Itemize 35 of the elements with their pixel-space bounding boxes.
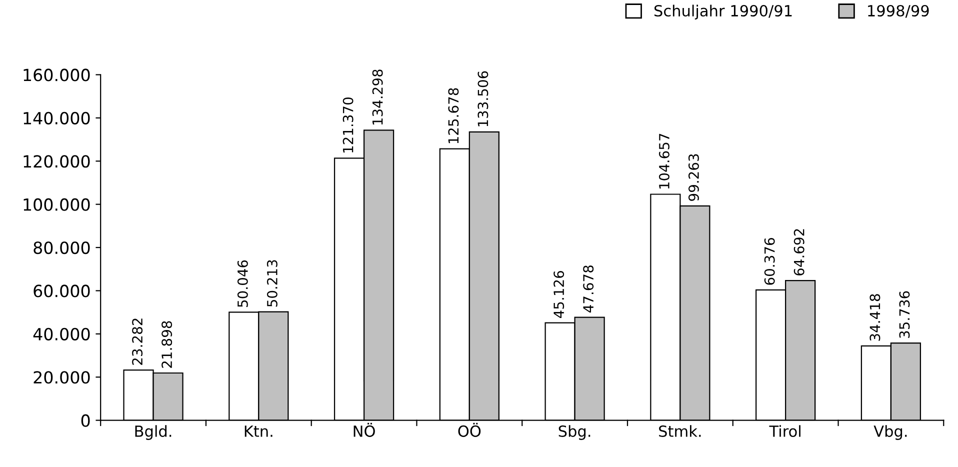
data-label: 125.678 xyxy=(448,88,459,144)
x-tick-label: Vbg. xyxy=(874,425,907,440)
x-tick-label: OÖ xyxy=(458,422,481,437)
data-label: 121.370 xyxy=(342,97,354,152)
data-label: 50.213 xyxy=(266,260,278,307)
y-tick-label: 100.000 xyxy=(24,198,90,211)
data-label: 34.418 xyxy=(870,294,880,341)
x-tick-label: Bgld. xyxy=(135,425,172,440)
y-tick-label: 120.000 xyxy=(24,155,90,168)
x-tick-label: Stmk. xyxy=(659,425,701,437)
data-label: 133.506 xyxy=(478,71,488,126)
data-label: 45.126 xyxy=(554,270,564,318)
y-tick-label: 160.000 xyxy=(24,68,90,82)
y-tick-label: 20.000 xyxy=(34,371,90,384)
y-tick-label: 0 xyxy=(81,414,90,427)
data-label: 134.298 xyxy=(372,70,383,125)
data-label: 60.376 xyxy=(764,238,775,285)
y-tick-label: 140.000 xyxy=(24,112,90,124)
x-tick-label: Ktn. xyxy=(244,426,272,437)
data-label: 104.657 xyxy=(658,134,670,189)
y-tick-label: 80.000 xyxy=(34,241,90,254)
data-label: 99.263 xyxy=(688,154,699,201)
y-tick-label: 40.000 xyxy=(33,328,90,340)
data-label: 35.736 xyxy=(899,291,910,338)
legend-label: 1998/99 xyxy=(868,4,929,18)
x-tick-label: Sbg. xyxy=(558,425,590,440)
legend-label: Schuljahr 1990/91 xyxy=(654,4,792,20)
x-tick-label: Tirol xyxy=(769,425,800,437)
data-label: 23.282 xyxy=(132,318,143,365)
data-label: 21.898 xyxy=(162,321,172,368)
y-tick-label: 60.000 xyxy=(34,284,90,298)
data-label: 47.678 xyxy=(583,266,594,312)
data-label: 50.046 xyxy=(237,260,248,307)
data-label: 64.692 xyxy=(794,229,804,276)
x-tick-label: NÖ xyxy=(354,422,375,437)
